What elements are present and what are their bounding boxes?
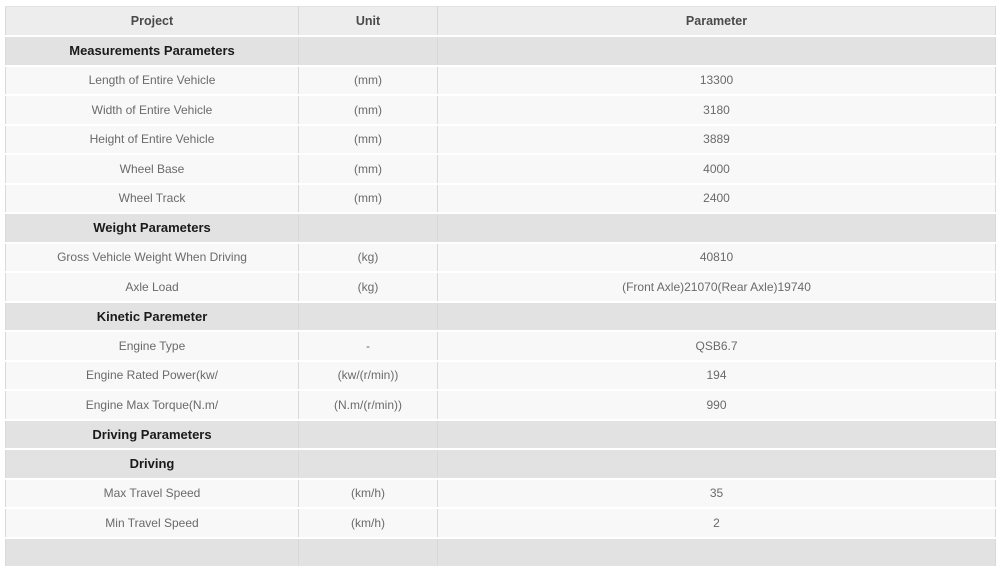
unit-cell: (kg) — [298, 242, 438, 273]
project-cell: Min Travel Speed — [5, 508, 299, 539]
parameter-cell: 3180 — [437, 95, 996, 126]
parameter-cell: 990 — [437, 390, 996, 421]
section-row: Measurements Parameters — [5, 36, 996, 67]
section-row: Weight Parameters — [5, 213, 996, 244]
unit-cell: (mm) — [298, 183, 438, 214]
parameter-cell — [437, 213, 996, 244]
spec-row: Width of Entire Vehicle (mm) 3180 — [5, 95, 996, 126]
unit-cell: (mm) — [298, 124, 438, 155]
parameter-cell: 4000 — [437, 154, 996, 185]
spec-table-container: Project Unit Parameter Measurements Para… — [5, 6, 996, 568]
section-row: Driving — [5, 449, 996, 480]
parameter-cell: 194 — [437, 360, 996, 391]
unit-cell: (kg) — [298, 272, 438, 303]
project-cell: Height of Entire Vehicle — [5, 124, 299, 155]
unit-cell: - — [298, 331, 438, 362]
spec-row: Min Travel Speed (km/h) 2 — [5, 508, 996, 539]
project-cell: Engine Rated Power(kw/ — [5, 360, 299, 391]
unit-cell — [298, 449, 438, 480]
parameter-cell: QSB6.7 — [437, 331, 996, 362]
project-cell: Gross Vehicle Weight When Driving — [5, 242, 299, 273]
parameter-cell: 40810 — [437, 242, 996, 273]
section-row: Driving Parameters — [5, 419, 996, 450]
spec-row: Axle Load (kg) (Front Axle)21070(Rear Ax… — [5, 272, 996, 303]
project-cell: Wheel Base — [5, 154, 299, 185]
project-cell: Axle Load — [5, 272, 299, 303]
parameter-cell — [437, 36, 996, 67]
parameter-cell: 2 — [437, 508, 996, 539]
unit-cell — [298, 301, 438, 332]
spec-row: Wheel Track (mm) 2400 — [5, 183, 996, 214]
unit-cell — [298, 213, 438, 244]
column-header-project: Project — [5, 6, 299, 37]
parameter-cell: 3889 — [437, 124, 996, 155]
unit-cell: (kw/(r/min)) — [298, 360, 438, 391]
spec-row: Engine Rated Power(kw/ (kw/(r/min)) 194 — [5, 360, 996, 391]
unit-cell: (N.m/(r/min)) — [298, 390, 438, 421]
spec-table: Project Unit Parameter Measurements Para… — [5, 6, 996, 568]
project-cell: Width of Entire Vehicle — [5, 95, 299, 126]
unit-cell: (mm) — [298, 95, 438, 126]
spec-table-body: Measurements Parameters Length of Entire… — [5, 36, 996, 568]
spec-row: Engine Type - QSB6.7 — [5, 331, 996, 362]
column-header-unit: Unit — [298, 6, 438, 37]
parameter-cell — [437, 419, 996, 450]
project-cell: Driving Parameters — [5, 419, 299, 450]
unit-cell: (mm) — [298, 65, 438, 96]
parameter-cell: 13300 — [437, 65, 996, 96]
parameter-cell: (Front Axle)21070(Rear Axle)19740 — [437, 272, 996, 303]
spec-row: Max Travel Speed (km/h) 35 — [5, 478, 996, 509]
project-cell: Measurements Parameters — [5, 36, 299, 67]
project-cell: Max Travel Speed — [5, 478, 299, 509]
project-cell: Kinetic Paremeter — [5, 301, 299, 332]
parameter-cell — [437, 301, 996, 332]
project-cell: Driving — [5, 449, 299, 480]
project-cell: Weight Parameters — [5, 213, 299, 244]
header-row: Project Unit Parameter — [5, 6, 996, 37]
spec-row: Gross Vehicle Weight When Driving (kg) 4… — [5, 242, 996, 273]
parameter-cell — [437, 449, 996, 480]
spec-row: Wheel Base (mm) 4000 — [5, 154, 996, 185]
unit-cell: (km/h) — [298, 478, 438, 509]
project-cell: Engine Type — [5, 331, 299, 362]
project-cell: Engine Max Torque(N.m/ — [5, 390, 299, 421]
section-row: Kinetic Paremeter — [5, 301, 996, 332]
unit-cell: (km/h) — [298, 508, 438, 539]
spec-row: Length of Entire Vehicle (mm) 13300 — [5, 65, 996, 96]
parameter-cell: 2400 — [437, 183, 996, 214]
column-header-parameter: Parameter — [437, 6, 996, 37]
project-cell: Wheel Track — [5, 183, 299, 214]
unit-cell — [298, 36, 438, 67]
unit-cell — [298, 419, 438, 450]
parameter-cell: 35 — [437, 478, 996, 509]
spec-row: Height of Entire Vehicle (mm) 3889 — [5, 124, 996, 155]
project-cell: Length of Entire Vehicle — [5, 65, 299, 96]
unit-cell: (mm) — [298, 154, 438, 185]
spec-row: Engine Max Torque(N.m/ (N.m/(r/min)) 990 — [5, 390, 996, 421]
